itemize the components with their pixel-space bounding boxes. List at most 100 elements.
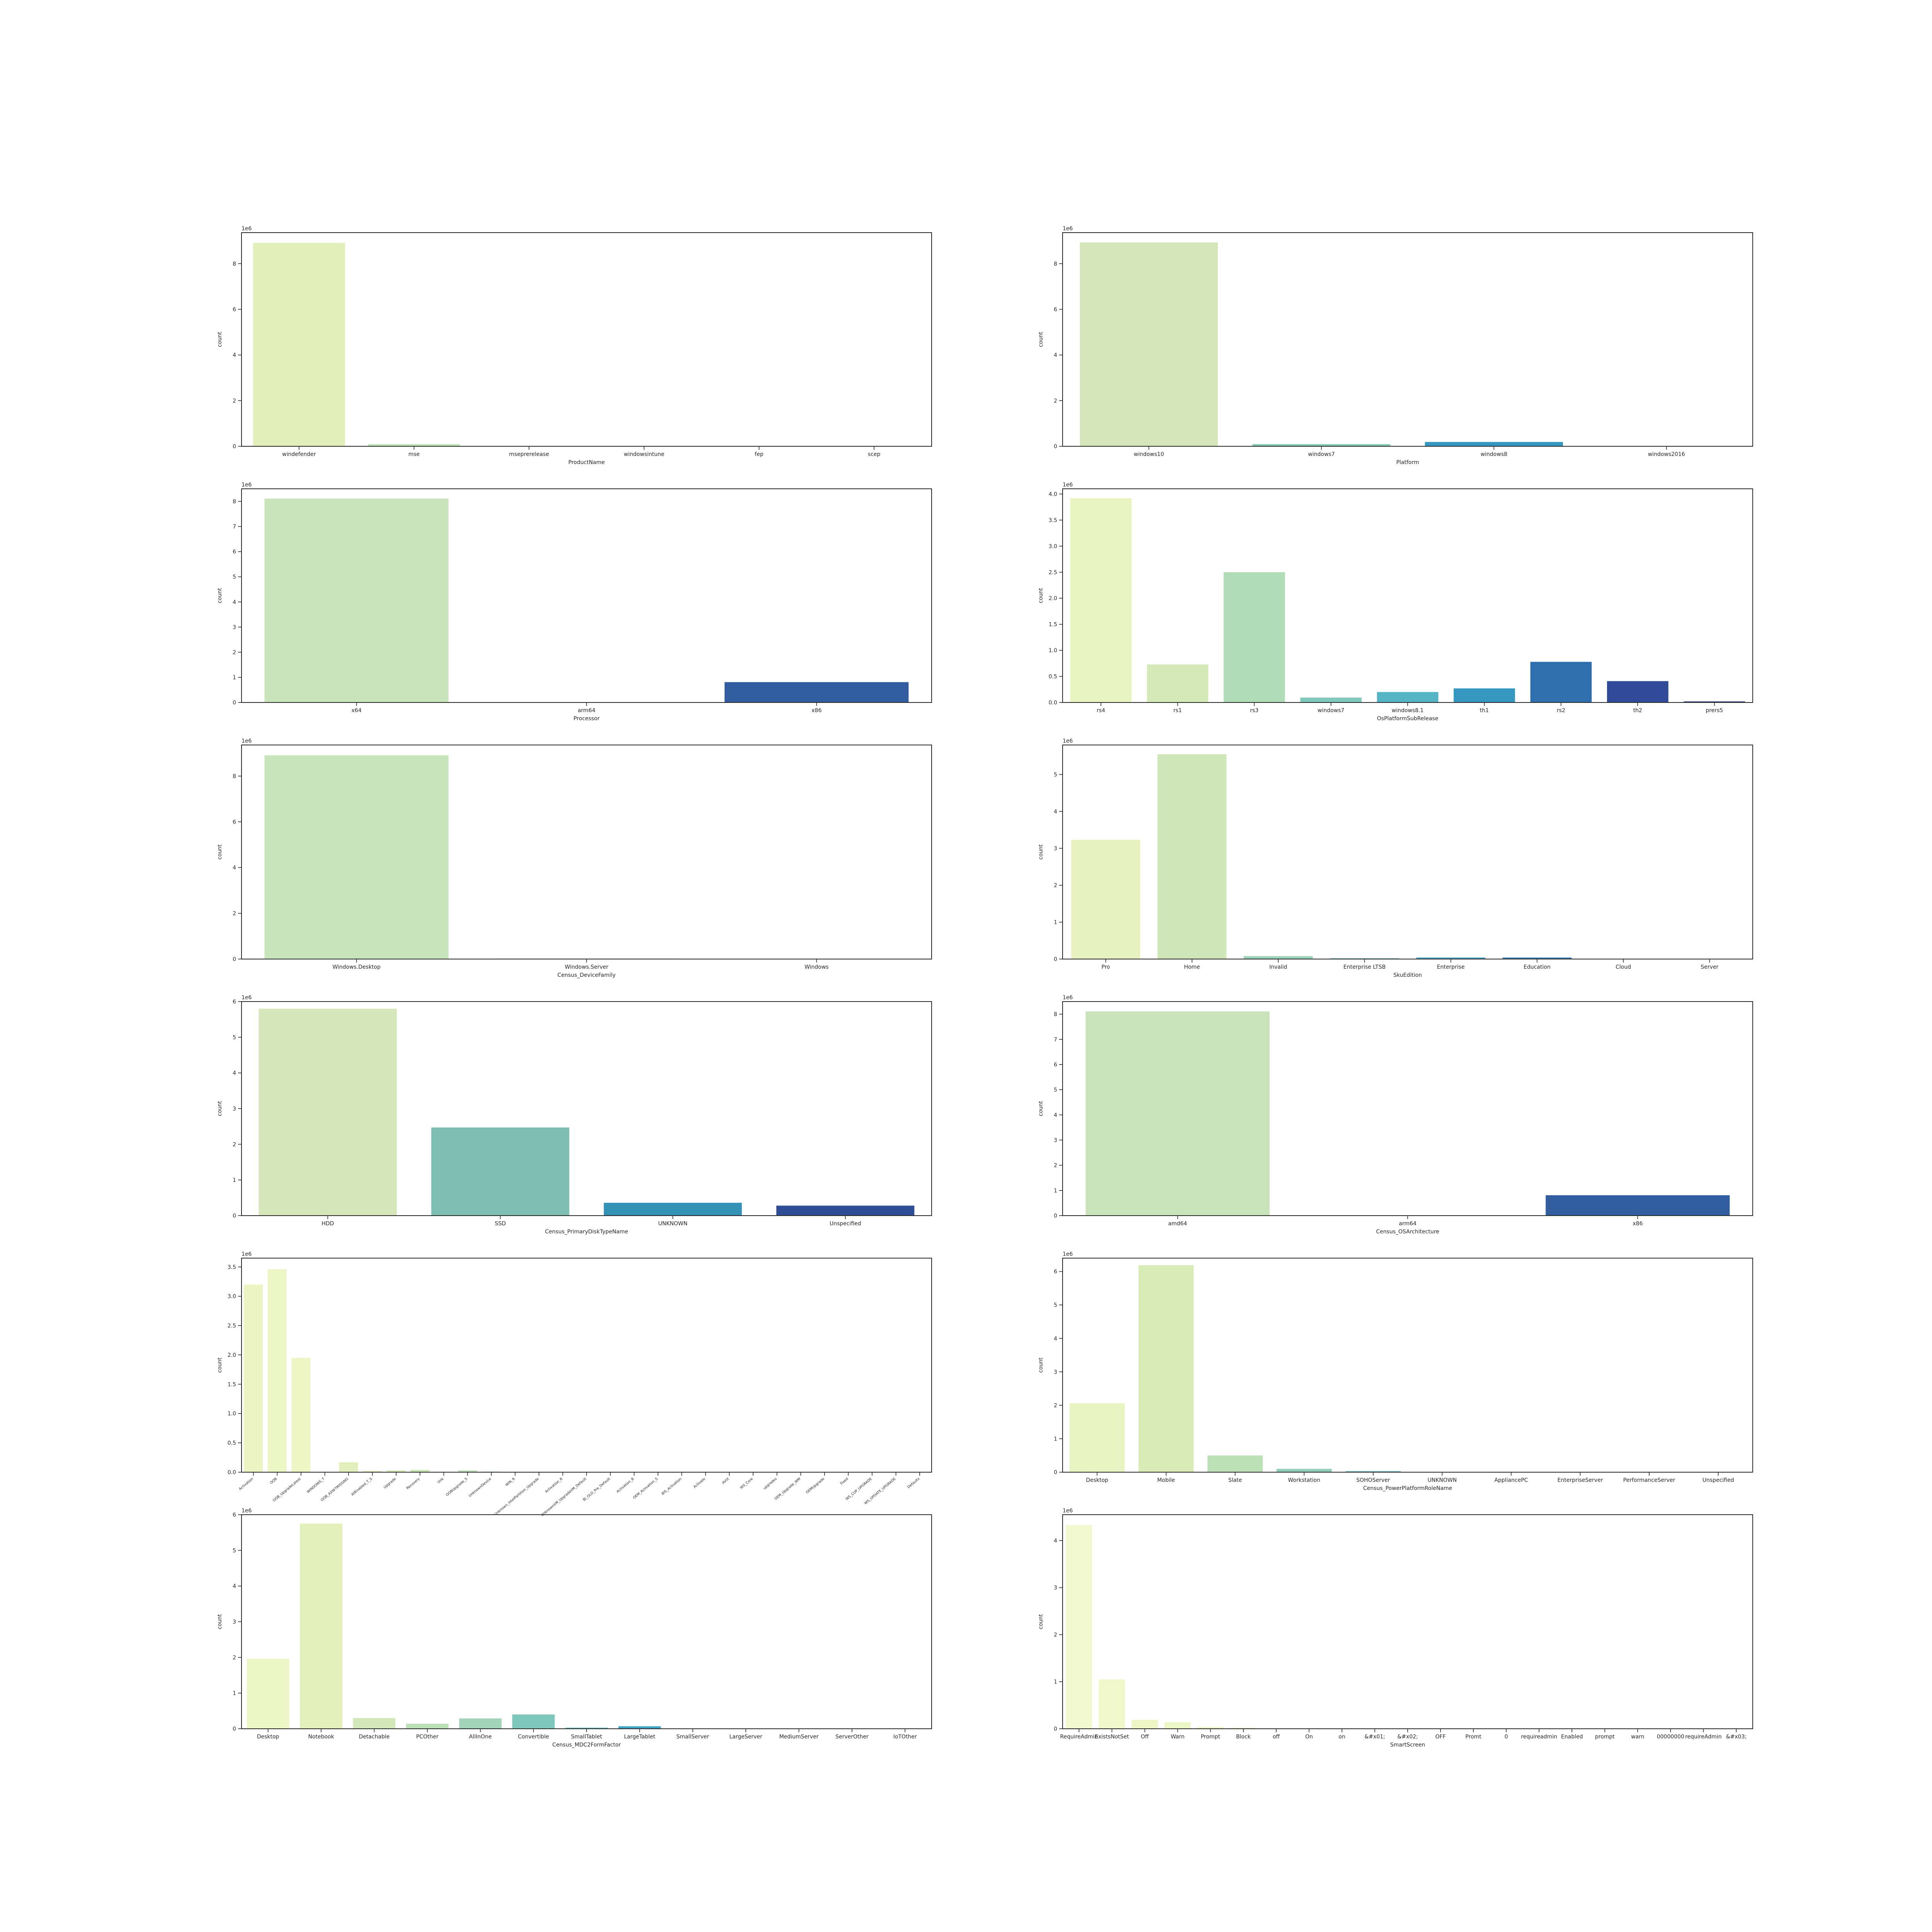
bar <box>1069 1403 1125 1472</box>
x-tick-label: Activation_B <box>616 1477 635 1494</box>
x-tick-label: windowsintune <box>624 451 664 457</box>
x-tick-label: rs4 <box>1097 707 1105 714</box>
bar <box>604 1202 742 1216</box>
y-tick-label: 0.0 <box>1049 700 1057 706</box>
bar <box>565 1728 608 1729</box>
y-tick-label: 5 <box>1054 772 1057 778</box>
x-tick-label: IoTOther <box>893 1734 917 1740</box>
y-axis-label: count <box>1038 1614 1044 1629</box>
bar <box>291 1358 311 1472</box>
y-tick-label: 0 <box>233 1213 236 1219</box>
plot-frame <box>1062 745 1753 959</box>
x-tick-label: Defaults <box>907 1477 920 1489</box>
y-tick-label: 2 <box>233 1141 236 1148</box>
y-tick-label: 4 <box>1054 352 1057 359</box>
y-tick-label: 5 <box>233 1548 236 1554</box>
y-exponent-label: 1e6 <box>1063 1251 1073 1257</box>
y-tick-label: 0 <box>233 1726 236 1732</box>
x-tick-label: Windows.Server <box>565 964 609 970</box>
y-tick-label: 6 <box>1054 307 1057 313</box>
y-tick-label: 3.5 <box>228 1264 236 1270</box>
x-tick-label: &#x02; <box>1397 1734 1418 1740</box>
x-axis-label: ProductName <box>568 459 605 466</box>
x-tick-label: ServerOther <box>835 1734 869 1740</box>
x-tick-label: Fixed <box>840 1477 849 1486</box>
bar <box>512 1714 555 1729</box>
y-tick-label: 2.5 <box>1049 570 1057 576</box>
x-axis-label: Census_MDC2FormFactor <box>552 1742 621 1748</box>
y-axis-label: count <box>217 1357 223 1373</box>
y-tick-label: 1.0 <box>228 1411 236 1417</box>
y-tick-label: 0 <box>1054 1469 1057 1476</box>
x-tick-label: windows7 <box>1308 451 1335 457</box>
x-tick-label: UNKNOWN <box>658 1221 687 1227</box>
x-tick-label: rs1 <box>1173 707 1182 714</box>
x-tick-label: Enabled <box>1561 1734 1583 1740</box>
plot-frame <box>1062 232 1753 447</box>
y-tick-label: 4 <box>233 865 236 871</box>
y-tick-label: 0.0 <box>228 1469 236 1476</box>
bar <box>339 1462 358 1472</box>
y-axis-label: count <box>217 1101 223 1116</box>
bar <box>1425 442 1563 446</box>
x-tick-label: windefender <box>282 451 316 457</box>
x-tick-label: Enterprise LTSB <box>1344 964 1386 970</box>
plot-frame <box>1062 1258 1753 1473</box>
bar <box>618 1726 661 1729</box>
x-tick-label: &#x01; <box>1364 1734 1385 1740</box>
bar <box>1131 1719 1158 1729</box>
x-tick-label: Unknown_IntelPartition_Upgrade <box>494 1477 540 1516</box>
x-tick-label: PCOther <box>416 1734 439 1740</box>
x-tick-label: Convertible <box>518 1734 549 1740</box>
x-tick-label: SmallServer <box>676 1734 709 1740</box>
y-tick-label: 1 <box>1054 1188 1057 1194</box>
x-tick-label: Prompt <box>1201 1734 1221 1740</box>
x-tick-label: Recovery <box>406 1477 421 1490</box>
y-tick-label: 0.5 <box>228 1440 236 1446</box>
bar <box>264 498 449 702</box>
x-tick-label: Block <box>1236 1734 1251 1740</box>
y-axis-label: count <box>1038 332 1044 347</box>
y-exponent-label: 1e6 <box>242 1508 252 1514</box>
x-tick-label: Unspecified <box>830 1221 861 1227</box>
y-axis-label: count <box>1038 1101 1044 1116</box>
x-tick-label: warn <box>1631 1734 1644 1740</box>
x-tick-label: rs3 <box>1250 707 1259 714</box>
x-tick-label: off <box>1273 1734 1280 1740</box>
bar <box>459 1718 502 1729</box>
y-tick-label: 6 <box>233 307 236 313</box>
y-tick-label: 0 <box>1054 444 1057 450</box>
y-tick-label: 0 <box>1054 1213 1057 1219</box>
y-tick-label: 8 <box>233 499 236 505</box>
y-tick-label: 6 <box>1054 1062 1057 1068</box>
x-tick-label: ExistsNotSet <box>1095 1734 1129 1740</box>
x-tick-label: fep <box>755 451 764 457</box>
chart-panel-11: 0 1 2 3 4 5 6 1e6 count Desktop Notebook Detachable… <box>217 1508 932 1748</box>
plot-frame <box>241 1514 932 1729</box>
x-tick-label: Workstation <box>1288 1477 1320 1483</box>
x-tick-label: x86 <box>1633 1221 1643 1227</box>
y-tick-label: 1.0 <box>1049 648 1057 654</box>
x-tick-label: arm64 <box>578 707 595 714</box>
bar <box>1530 662 1592 702</box>
x-tick-label: SOHOServer <box>1356 1477 1390 1483</box>
x-tick-label: Invalid <box>1269 964 1287 970</box>
y-axis-label: count <box>1038 844 1044 860</box>
x-tick-label: prompt <box>1595 1734 1615 1740</box>
x-tick-label: &#x03; <box>1726 1734 1747 1740</box>
y-tick-label: 4 <box>1054 1538 1057 1544</box>
y-tick-label: 6 <box>1054 1269 1057 1275</box>
x-tick-label: PerformanceServer <box>1623 1477 1675 1483</box>
y-tick-label: 3 <box>233 1106 236 1112</box>
x-tick-label: BIS_Activation <box>661 1477 683 1496</box>
x-tick-label: WINDOWS_T <box>306 1477 325 1494</box>
x-tick-label: AllEnabled_T_S <box>350 1477 373 1497</box>
x-axis-label: SmartScreen <box>1390 1742 1425 1748</box>
x-axis-label: SkuEdition <box>1393 972 1422 978</box>
bar <box>1070 498 1132 702</box>
y-tick-label: 2 <box>233 650 236 656</box>
y-exponent-label: 1e6 <box>242 226 252 232</box>
y-tick-label: 6 <box>233 549 236 555</box>
y-tick-label: 2 <box>1054 883 1057 889</box>
x-tick-label: MediumServer <box>779 1734 819 1740</box>
